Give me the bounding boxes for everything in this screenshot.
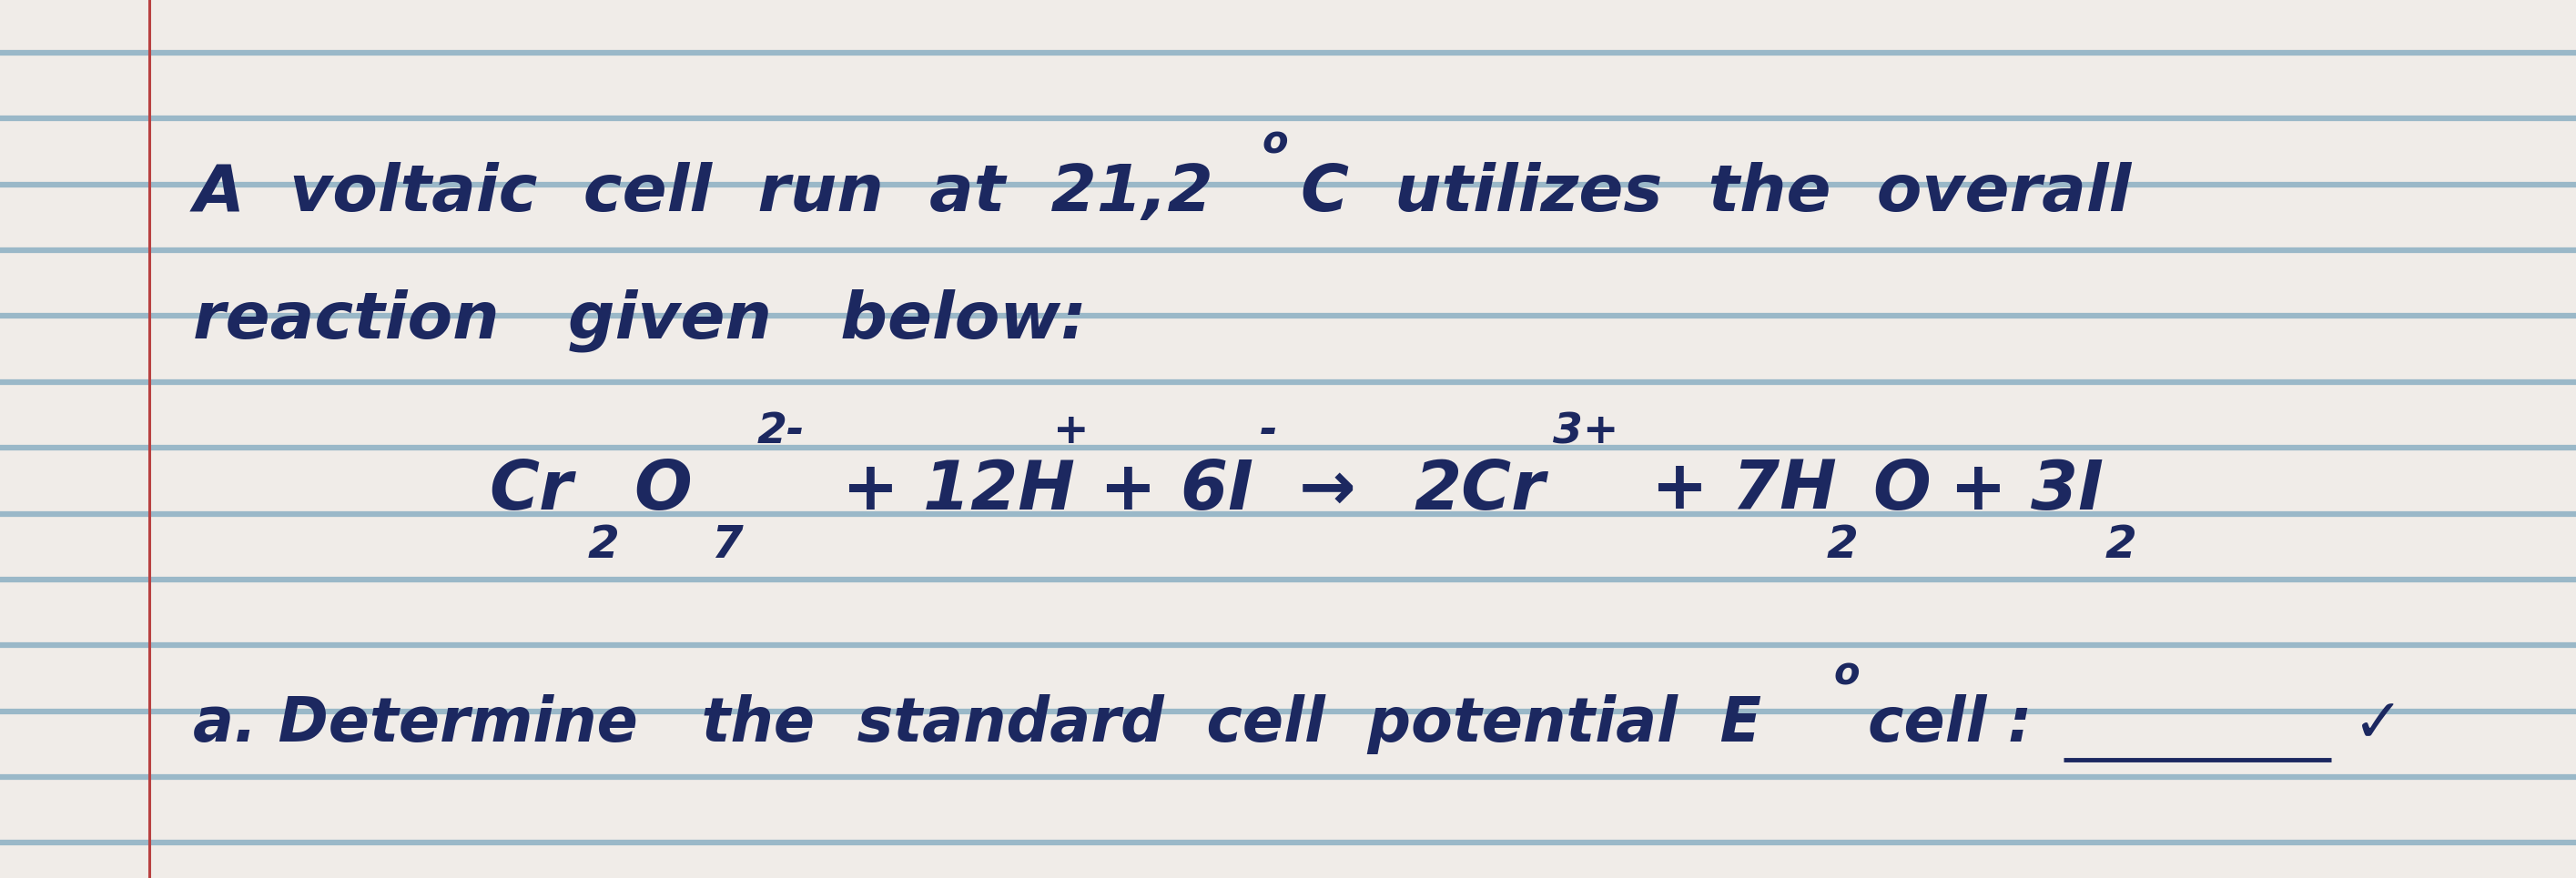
Text: 7: 7 — [711, 523, 742, 566]
Text: +: + — [1054, 412, 1090, 452]
Text: o: o — [1834, 655, 1860, 693]
Text: 2Cr: 2Cr — [1414, 457, 1546, 524]
Text: o: o — [1262, 124, 1288, 162]
Text: 2-: 2- — [757, 412, 806, 452]
Text: -: - — [1260, 412, 1278, 452]
Text: reaction   given   below:: reaction given below: — [193, 289, 1087, 352]
Text: a. Determine   the  standard  cell  potential  E: a. Determine the standard cell potential… — [193, 694, 1762, 755]
Text: O: O — [1873, 457, 1932, 524]
Text: + 3I: + 3I — [1950, 457, 2105, 524]
Text: →: → — [1298, 457, 1355, 524]
Text: O: O — [634, 457, 693, 524]
Text: 2: 2 — [587, 523, 618, 566]
Text: A  voltaic  cell  run  at  21,2: A voltaic cell run at 21,2 — [193, 162, 1213, 225]
Text: 3+: 3+ — [1553, 412, 1620, 452]
Text: + 7H: + 7H — [1651, 457, 1837, 524]
Text: Cr: Cr — [489, 457, 574, 524]
Text: + 6I: + 6I — [1100, 457, 1255, 524]
Text: ✓: ✓ — [2352, 694, 2403, 755]
Text: + 12H: + 12H — [842, 457, 1074, 524]
Text: 2: 2 — [2105, 523, 2136, 566]
Text: cell :: cell : — [1868, 694, 2032, 755]
Text: C  utilizes  the  overall: C utilizes the overall — [1301, 162, 2130, 225]
Text: 2: 2 — [1826, 523, 1857, 566]
